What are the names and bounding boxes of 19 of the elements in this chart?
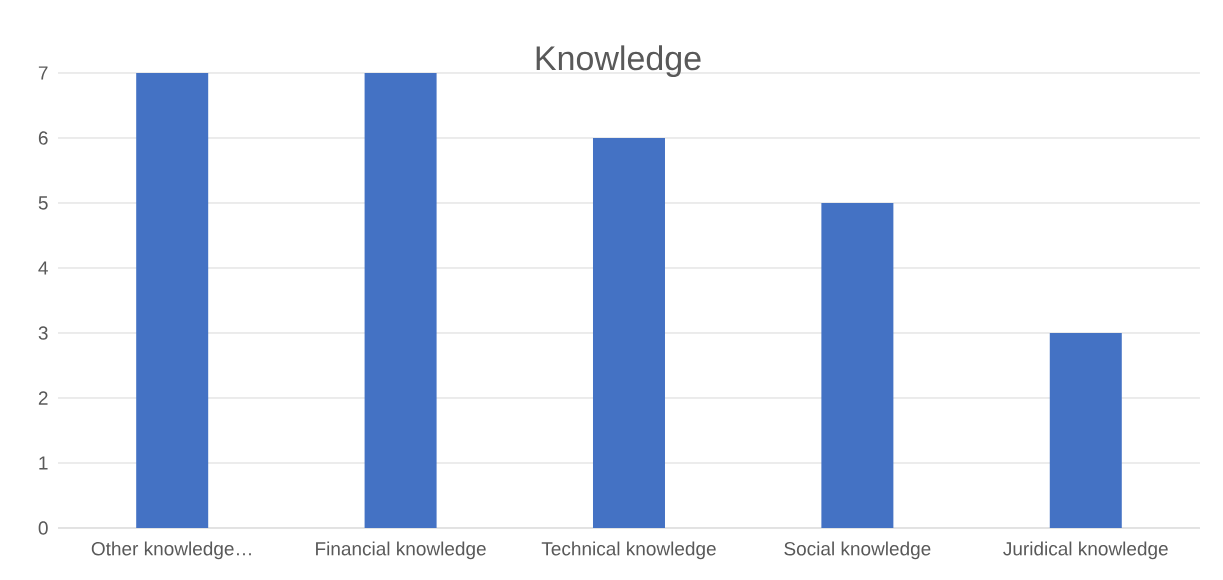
bar [821,203,894,528]
x-tick-label: Other knowledge… [91,541,251,560]
bar [1049,333,1122,528]
y-tick-label: 4 [38,261,48,275]
chart-title: Knowledge [536,45,701,78]
bar [592,138,665,528]
x-tick-label: Technical knowledge [541,541,716,560]
bar [136,73,209,528]
x-tick-label: Juridical knowledge [1003,541,1168,560]
y-tick-label: 1 [39,456,48,470]
y-tick-label: 0 [38,521,48,535]
y-tick-label: 6 [38,131,48,145]
y-tick-label: 2 [38,391,48,405]
x-tick-label: Social knowledge [784,541,931,560]
y-tick-label: 3 [38,326,48,340]
y-tick-label: 5 [38,196,48,210]
x-tick-label: Financial knowledge [316,541,486,560]
bar [364,73,437,528]
y-tick-label: 7 [38,66,48,80]
